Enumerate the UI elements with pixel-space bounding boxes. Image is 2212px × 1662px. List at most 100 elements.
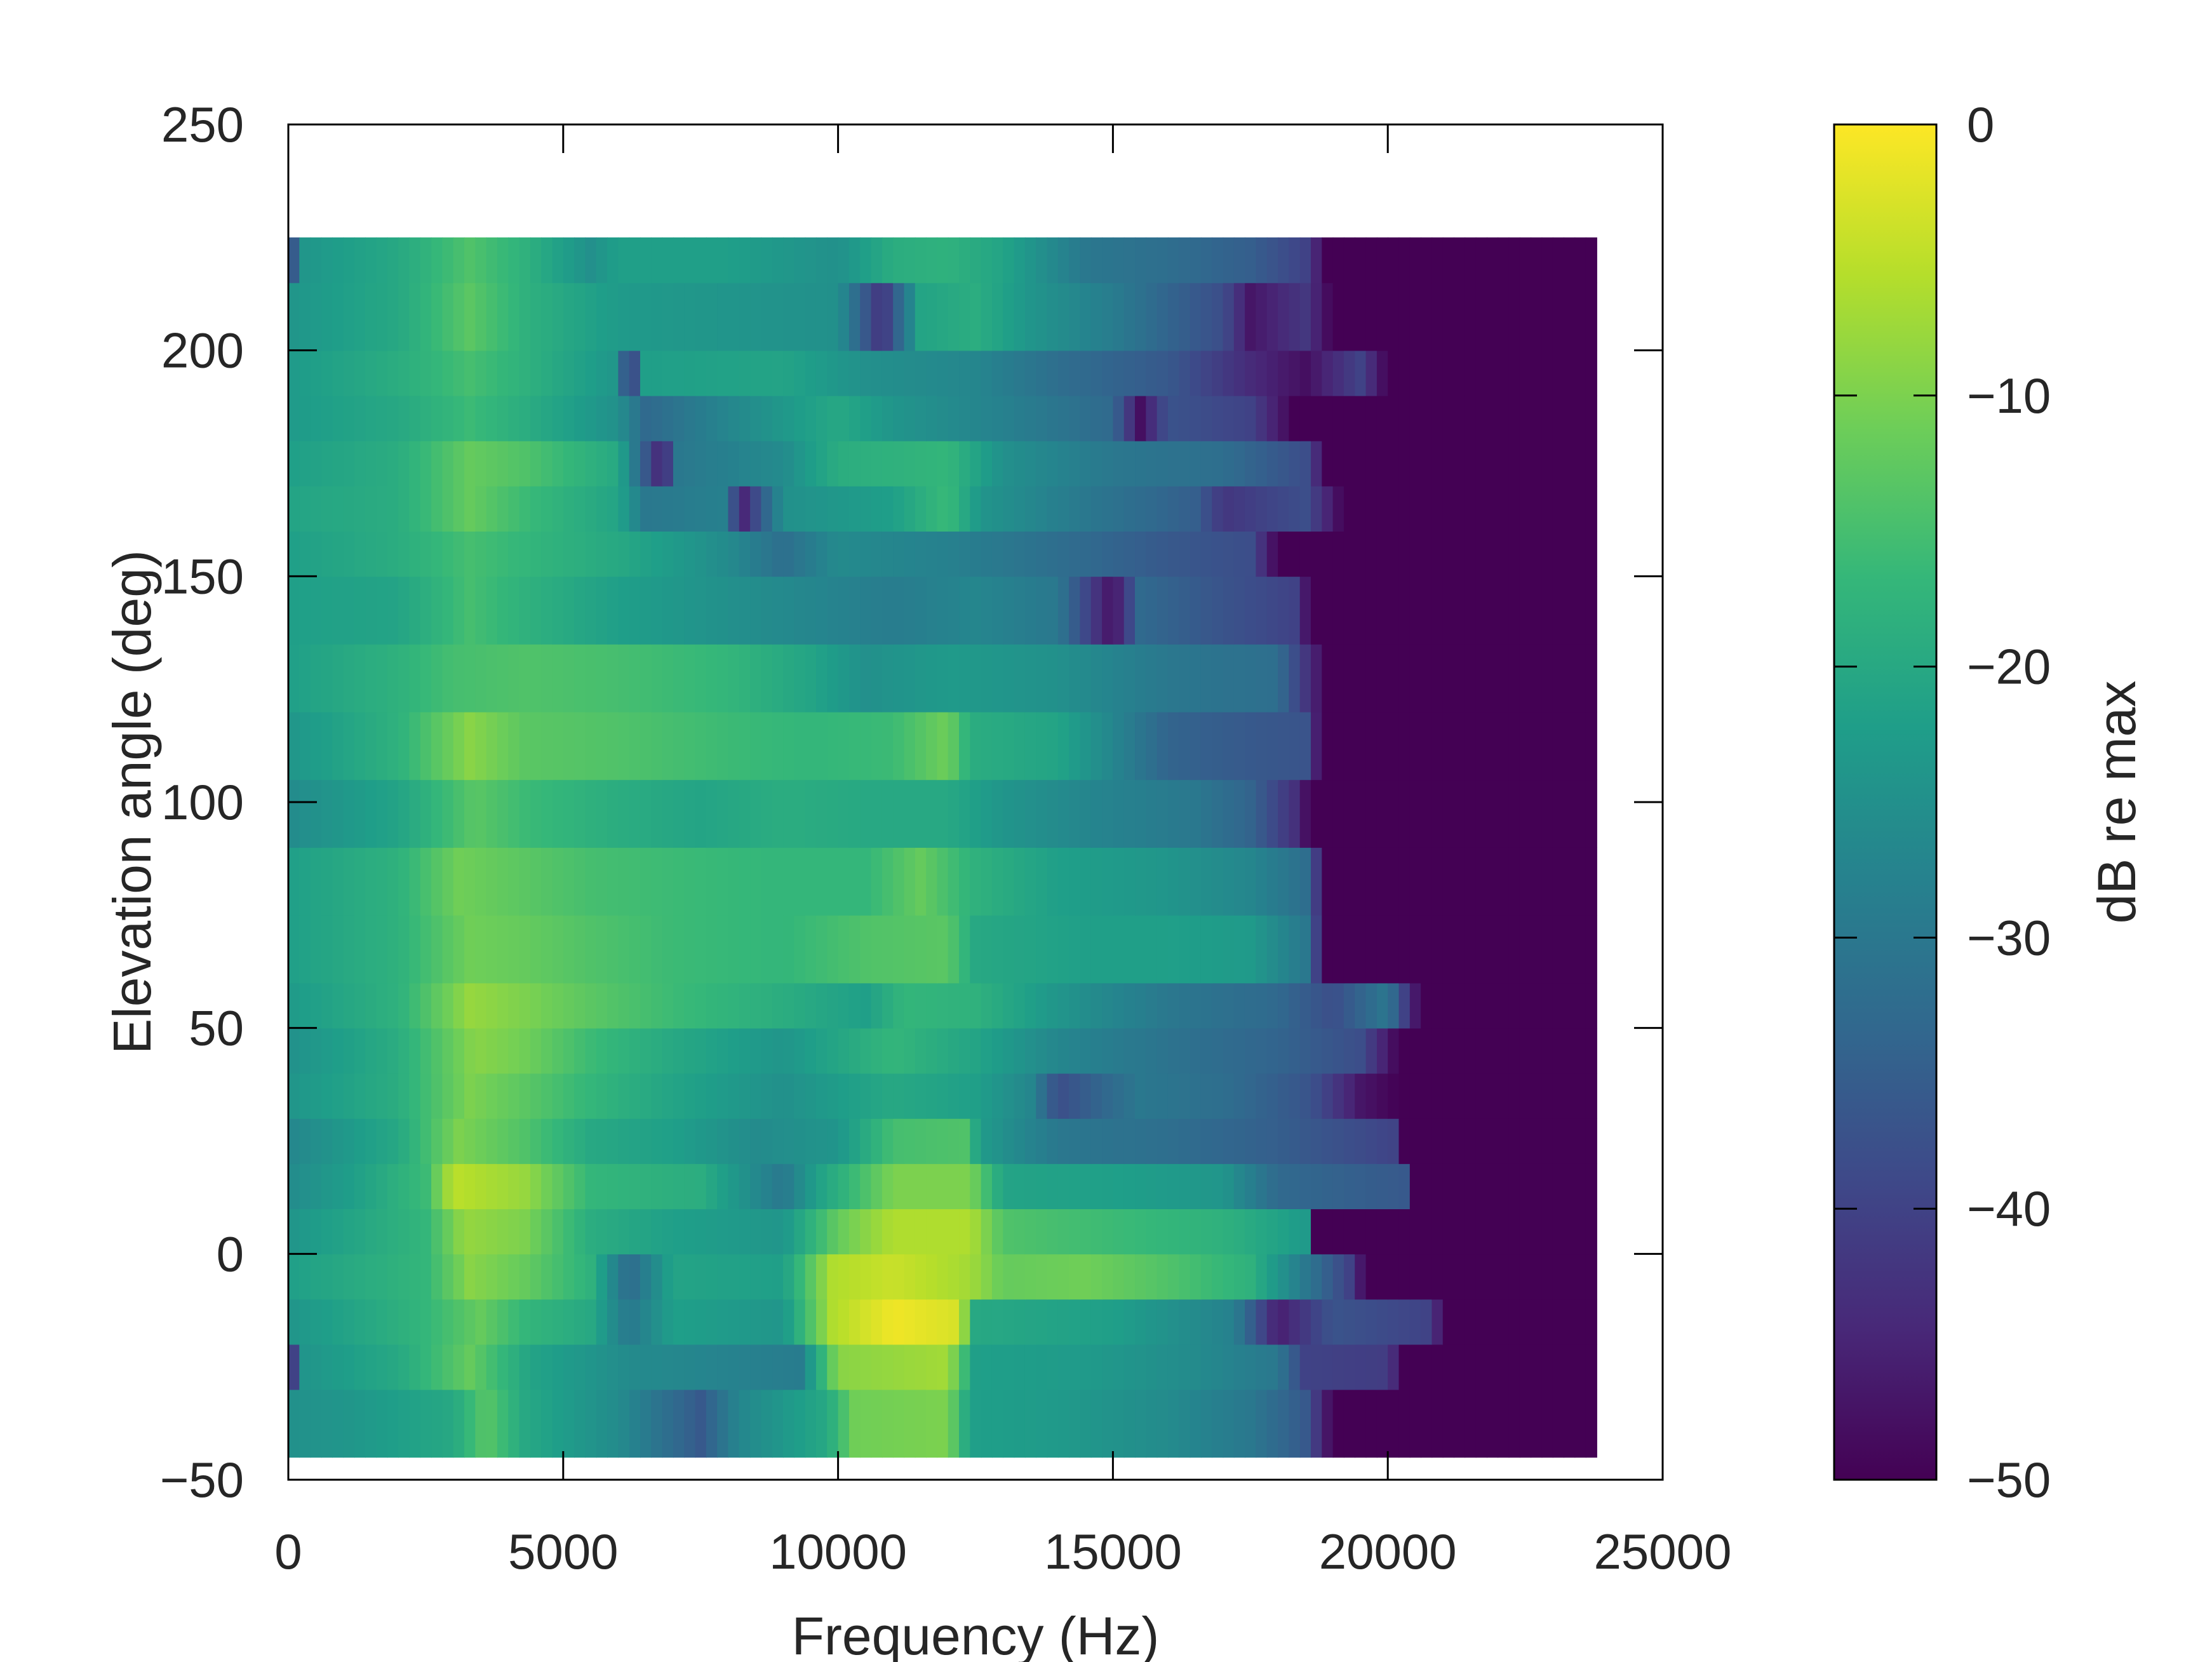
heat-cell: [1431, 576, 1444, 645]
heat-cell: [1256, 440, 1268, 486]
heat-cell: [1454, 915, 1466, 984]
heat-cell: [486, 1389, 498, 1458]
heat-cell: [815, 1389, 828, 1458]
heat-cell: [1047, 395, 1059, 441]
heat-cell: [1299, 1254, 1311, 1300]
heat-cell: [717, 1209, 729, 1255]
heat-cell: [904, 395, 916, 441]
heat-cell: [1343, 576, 1356, 645]
heat-cell: [1322, 576, 1334, 645]
heat-cell: [475, 1344, 487, 1390]
heat-cell: [1289, 1299, 1301, 1345]
heat-cell: [739, 982, 751, 1029]
heat-cell: [640, 1389, 652, 1458]
heat-cell: [420, 531, 432, 577]
heat-cell: [937, 395, 949, 441]
heat-cell: [1585, 1118, 1597, 1164]
heat-cell: [1014, 711, 1026, 781]
heat-cell: [739, 1299, 751, 1345]
heat-cell: [1113, 711, 1125, 781]
heat-cell: [827, 486, 839, 532]
heat-cell: [497, 1163, 509, 1209]
heat-cell: [442, 440, 454, 486]
heat-cell: [1531, 282, 1543, 351]
heat-cell: [1332, 1254, 1344, 1300]
heat-cell: [1167, 237, 1180, 283]
heat-cell: [1519, 395, 1532, 441]
heat-cell: [1123, 440, 1136, 486]
heat-cell: [772, 486, 784, 532]
heat-cell: [926, 1389, 938, 1458]
heat-cell: [881, 282, 894, 351]
heat-cell: [651, 440, 663, 486]
heat-cell: [1289, 1073, 1301, 1119]
heat-cell: [1047, 915, 1059, 984]
heat-cell: [1541, 282, 1553, 351]
heat-cell: [1343, 1209, 1356, 1255]
heat-cell: [1531, 1073, 1543, 1119]
heat-cell: [981, 531, 993, 577]
heat-cell: [1200, 1209, 1213, 1255]
heat-cell: [1057, 1299, 1069, 1345]
heat-cell: [881, 576, 894, 645]
heat-cell: [728, 982, 740, 1029]
heat-cell: [860, 711, 872, 781]
heat-cell: [1223, 440, 1235, 486]
heat-cell: [904, 1299, 916, 1345]
heat-cell: [981, 1118, 993, 1164]
heat-cell: [783, 644, 795, 713]
heat-cell: [1475, 779, 1487, 848]
heat-cell: [1498, 237, 1510, 283]
heat-cell: [783, 1028, 795, 1074]
heat-cell: [387, 1299, 399, 1345]
heat-cell: [420, 847, 432, 916]
heat-cell: [376, 1209, 388, 1255]
heat-cell: [761, 779, 773, 848]
heat-cell: [486, 1299, 498, 1345]
heat-cell: [1322, 350, 1334, 396]
heat-cell: [574, 350, 586, 396]
heat-cell: [1036, 982, 1048, 1029]
heat-cell: [1311, 982, 1323, 1029]
heat-cell: [706, 237, 718, 283]
heat-cell: [508, 644, 520, 713]
heat-cell: [1223, 847, 1235, 916]
heat-cell: [651, 486, 663, 532]
heat-cell: [684, 982, 696, 1029]
heat-cell: [1289, 350, 1301, 396]
colorbar-tick-label: −20: [1967, 639, 2051, 695]
heat-cell: [486, 1118, 498, 1164]
heat-cell: [1508, 915, 1520, 984]
heat-cell: [574, 982, 586, 1029]
heat-cell: [717, 1344, 729, 1390]
heat-cell: [815, 982, 828, 1029]
heat-cell: [585, 1389, 597, 1458]
heat-cell: [662, 440, 674, 486]
heat-cell: [1388, 1254, 1400, 1300]
heat-cell: [1090, 1344, 1103, 1390]
heat-cell: [1343, 1344, 1356, 1390]
heat-cell: [1123, 531, 1136, 577]
heat-cell: [981, 1389, 993, 1458]
heat-cell: [519, 1209, 531, 1255]
heat-cell: [409, 847, 421, 916]
heat-cell: [1223, 1028, 1235, 1074]
heat-cell: [1014, 440, 1026, 486]
heat-cell: [1552, 644, 1564, 713]
heat-cell: [1431, 1389, 1444, 1458]
heat-cell: [783, 982, 795, 1029]
heat-cell: [881, 1163, 894, 1209]
heat-cell: [1036, 847, 1048, 916]
heat-cell: [981, 1073, 993, 1119]
heat-cell: [486, 847, 498, 916]
heat-cell: [761, 1118, 773, 1164]
heat-cell: [848, 1118, 861, 1164]
heat-cell: [321, 350, 333, 396]
heat-cell: [420, 1118, 432, 1164]
heat-cell: [574, 1163, 586, 1209]
heat-cell: [1014, 1163, 1026, 1209]
heat-cell: [717, 982, 729, 1029]
heat-cell: [728, 1299, 740, 1345]
heat-cell: [1090, 350, 1103, 396]
heat-cell: [1156, 847, 1169, 916]
